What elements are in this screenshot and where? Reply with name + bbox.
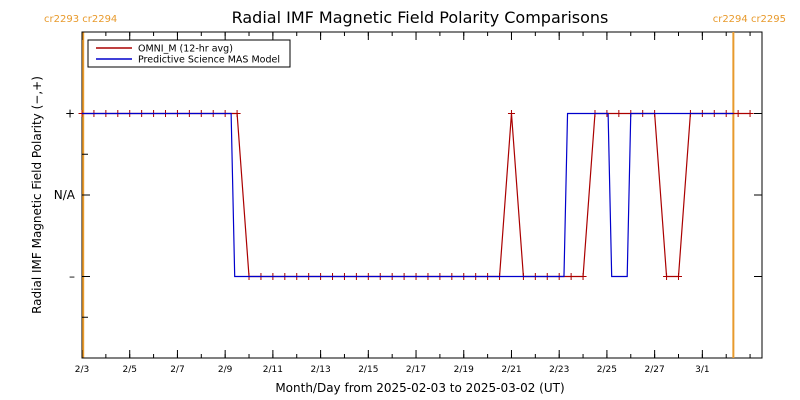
series-mas-line [82,112,734,278]
legend-entry: Predictive Science MAS Model [138,55,280,66]
carrington-labels: cr2293 cr2294 cr2294 cr2295 [44,14,786,25]
x-axis: 2/3 2/5 2/7 2/9 2/11 2/13 2/15 2/17 2/19 2/21 2/23… [75,32,751,375]
omni-point [579,273,587,280]
legend-box [87,39,291,68]
y-tick-label: N/A [54,188,76,202]
omni-point [674,273,682,280]
x-axis-label: Month/Day from 2025-02-03 to 2025-03-02 … [275,381,564,395]
x-tick-label: 2/17 [406,365,426,375]
x-tick-label: 2/19 [454,365,474,375]
legend-entry: OMNI_M (12-hr avg) [138,44,233,55]
x-tick-label: 2/3 [75,365,89,375]
carrington-label: cr2293 cr2294 [44,14,117,25]
x-tick-label: 3/1 [695,365,709,375]
omni-point [734,110,742,117]
x-tick-label: 2/5 [122,365,136,375]
carrington-lines [82,32,735,358]
legend: OMNI_M (12-hr avg)Predictive Science MAS… [87,39,291,68]
omni-point [746,110,754,117]
x-tick-label: 2/11 [263,365,283,375]
x-tick-label: 2/27 [645,365,665,375]
carrington-label: cr2294 cr2295 [713,14,786,25]
omni-point [507,110,515,117]
series-omni-line [82,112,751,278]
x-tick-label: 2/25 [597,365,617,375]
x-tick-label: 2/21 [501,365,521,375]
series-layer [78,110,754,280]
x-tick-label: 2/7 [170,365,184,375]
y-tick-label: – [69,270,75,284]
x-tick-label: 2/9 [218,365,233,375]
y-axis-label: Radial IMF Magnetic Field Polarity (−,+) [30,76,44,314]
omni-point [233,110,241,117]
y-axis: + N/A – [54,31,762,359]
omni-point [615,110,623,117]
omni-point [567,273,575,280]
x-tick-label: 2/13 [310,365,330,375]
omni-point [663,273,671,280]
x-tick-label: 2/23 [549,365,569,375]
chart-title: Radial IMF Magnetic Field Polarity Compa… [232,8,609,27]
x-tick-label: 2/15 [358,365,378,375]
y-tick-label: + [65,107,75,121]
